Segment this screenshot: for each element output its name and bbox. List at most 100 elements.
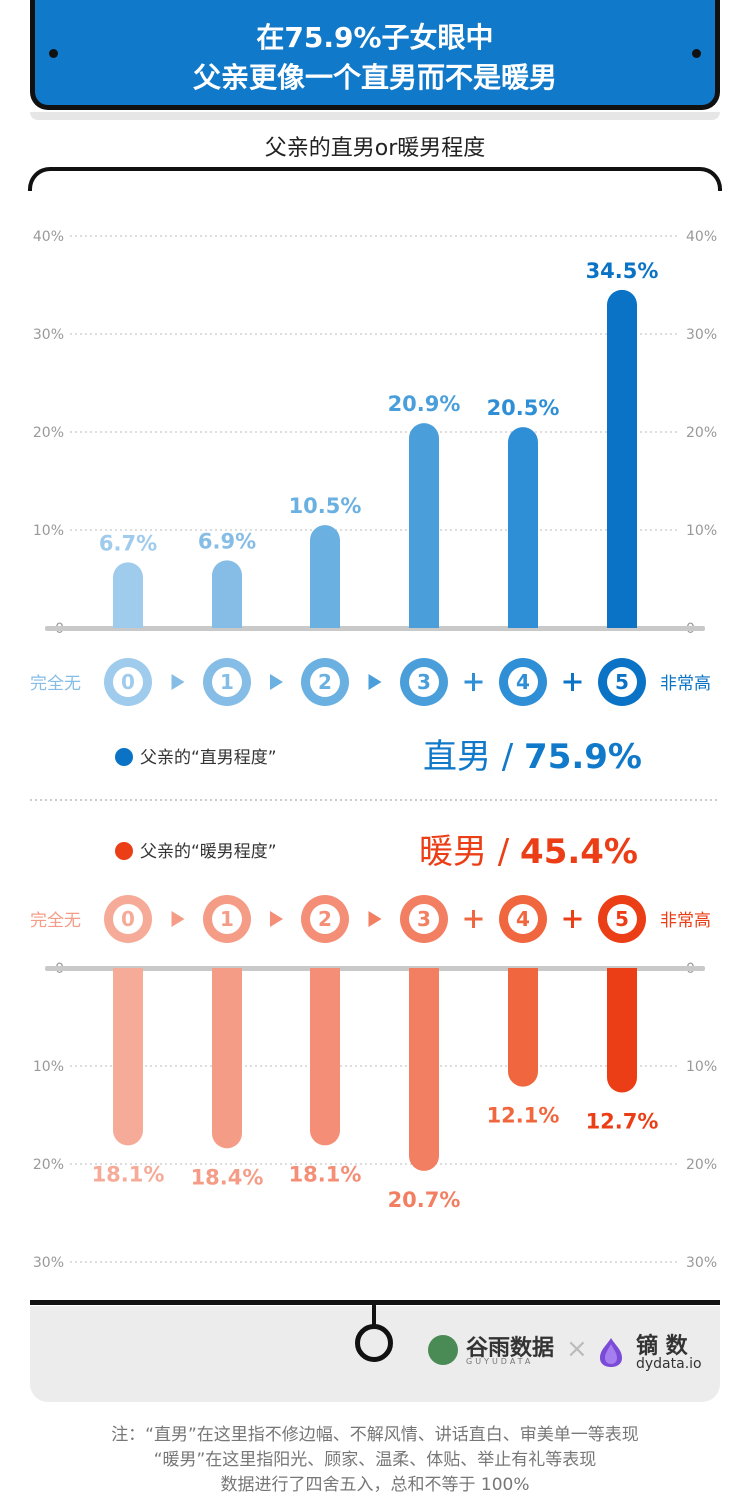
data-label: 18.1%: [92, 1162, 165, 1186]
scale-circle-inner: [508, 904, 538, 934]
y-tick-label-left: 30%: [33, 1255, 64, 1271]
chart-subtitle: 父亲的直男or暖男程度: [264, 136, 486, 161]
scale-number: 0: [121, 907, 135, 931]
dydata-logo-icon: [600, 1338, 622, 1367]
legend-dot-blue: [115, 748, 133, 766]
brand-guyu-sub: GUYUDATA: [466, 1357, 534, 1366]
pin-stem: [372, 1305, 376, 1327]
bar: [310, 525, 340, 628]
y-tick-label-left: 20%: [33, 425, 64, 441]
scale-circle-inner: [607, 667, 637, 697]
scale-circle-inner: [212, 667, 242, 697]
data-label: 18.1%: [289, 1162, 362, 1186]
scale-number: 2: [318, 670, 332, 694]
scale-number: 4: [516, 907, 530, 931]
legend-dot-red: [115, 842, 133, 860]
scale-low-label: 完全无: [30, 911, 81, 931]
scale-circle-inner: [310, 904, 340, 934]
y-tick-label-right: 10%: [686, 1059, 717, 1075]
scale-number: 4: [516, 670, 530, 694]
y-tick-label-right: 30%: [686, 1255, 717, 1271]
bar: [409, 423, 439, 628]
plus-icon: [464, 910, 483, 928]
bar: [607, 968, 637, 1093]
brand-dydata: 镝 数: [636, 1334, 688, 1359]
y-tick-label-right: 10%: [686, 523, 717, 539]
data-label: 34.5%: [586, 259, 659, 283]
plus-icon: [464, 673, 483, 691]
y-tick-label-left: 10%: [33, 1059, 64, 1075]
baseline-axis: [45, 966, 705, 971]
scale-circle-inner: [409, 904, 439, 934]
scale-low-label: 完全无: [30, 674, 81, 694]
data-label: 18.4%: [191, 1165, 264, 1189]
data-label: 20.7%: [388, 1188, 461, 1212]
scale-number: 1: [220, 670, 234, 694]
legend-label-blue: 父亲的“直男程度”: [140, 748, 277, 768]
bar: [607, 289, 637, 628]
title-line-1: 在75.9%子女眼中: [256, 21, 494, 54]
bar: [212, 968, 242, 1149]
y-tick-label-left: 30%: [33, 327, 64, 343]
title-banner: 在75.9%子女眼中 父亲更像一个直男而不是暖男: [30, 0, 720, 110]
note-line-3: 数据进行了四舍五入，总和不等于 100%: [220, 1475, 530, 1495]
bird-logo-icon: [428, 1335, 458, 1365]
bar: [113, 562, 143, 628]
scale-number: 3: [417, 907, 431, 931]
title-shadow: [30, 112, 720, 120]
summary-nuannan: 暖男 / 45.4%: [419, 832, 638, 872]
bar: [310, 968, 340, 1146]
triangle-right-icon: [270, 674, 283, 690]
y-tick-label-right: 20%: [686, 425, 717, 441]
title-line-2: 父亲更像一个直男而不是暖男: [192, 61, 557, 94]
footer-divider: [30, 1300, 720, 1305]
bullet-dot-icon: [49, 49, 58, 58]
triangle-right-icon: [171, 674, 185, 690]
summary-zhinan: 直男 / 75.9%: [423, 737, 642, 777]
y-tick-label-right: 40%: [686, 229, 717, 245]
data-label: 10.5%: [289, 494, 362, 518]
data-label: 20.5%: [487, 396, 560, 420]
data-label: 20.9%: [388, 392, 461, 416]
bar: [113, 968, 143, 1146]
bar: [508, 968, 538, 1087]
scale-number: 1: [220, 907, 234, 931]
bar: [212, 560, 242, 628]
data-label: 12.1%: [487, 1104, 560, 1128]
bullet-dot-icon: [692, 49, 701, 58]
y-tick-label-left: 10%: [33, 523, 64, 539]
brand-dydata-sub: dydata.io: [636, 1356, 702, 1372]
pin-ring-icon: [355, 1324, 393, 1362]
scale-circle-inner: [113, 667, 143, 697]
scale-number: 2: [318, 907, 332, 931]
triangle-right-icon: [171, 911, 185, 927]
brand-guyu: 谷雨数据: [466, 1336, 555, 1361]
triangle-right-icon: [368, 674, 382, 690]
scale-circle-inner: [113, 904, 143, 934]
scale-number: 3: [417, 670, 431, 694]
scale-high-label: 非常高: [660, 911, 711, 931]
baseline-axis: [45, 626, 705, 631]
scale-number: 5: [615, 670, 629, 694]
plus-icon: [563, 673, 582, 691]
data-label: 6.9%: [198, 529, 256, 553]
scale-high-label: 非常高: [660, 674, 711, 694]
scale-circle-inner: [508, 667, 538, 697]
bar: [508, 427, 538, 628]
data-label: 6.7%: [99, 531, 157, 555]
scale-circle-inner: [607, 904, 637, 934]
data-label: 12.7%: [586, 1109, 659, 1133]
triangle-right-icon: [270, 911, 283, 927]
triangle-right-icon: [368, 911, 382, 927]
y-tick-label-right: 30%: [686, 327, 717, 343]
bracket-divider: [28, 167, 722, 191]
scale-circle-inner: [409, 667, 439, 697]
scale-number: 5: [615, 907, 629, 931]
scale-circle-inner: [310, 667, 340, 697]
scale-number: 0: [121, 670, 135, 694]
chart-canvas: 0 0 10% 10% 20% 20% 30% 30% 40% 40% 6.7% 6.9% 10.5% 2…: [30, 229, 720, 1271]
plus-icon: [563, 910, 582, 928]
note-line-1: 注：“直男”在这里指不修边幅、不解风情、讲话直白、审美单一等表现: [111, 1425, 639, 1445]
y-tick-label-left: 20%: [33, 1157, 64, 1173]
brand-separator: ×: [566, 1334, 588, 1364]
